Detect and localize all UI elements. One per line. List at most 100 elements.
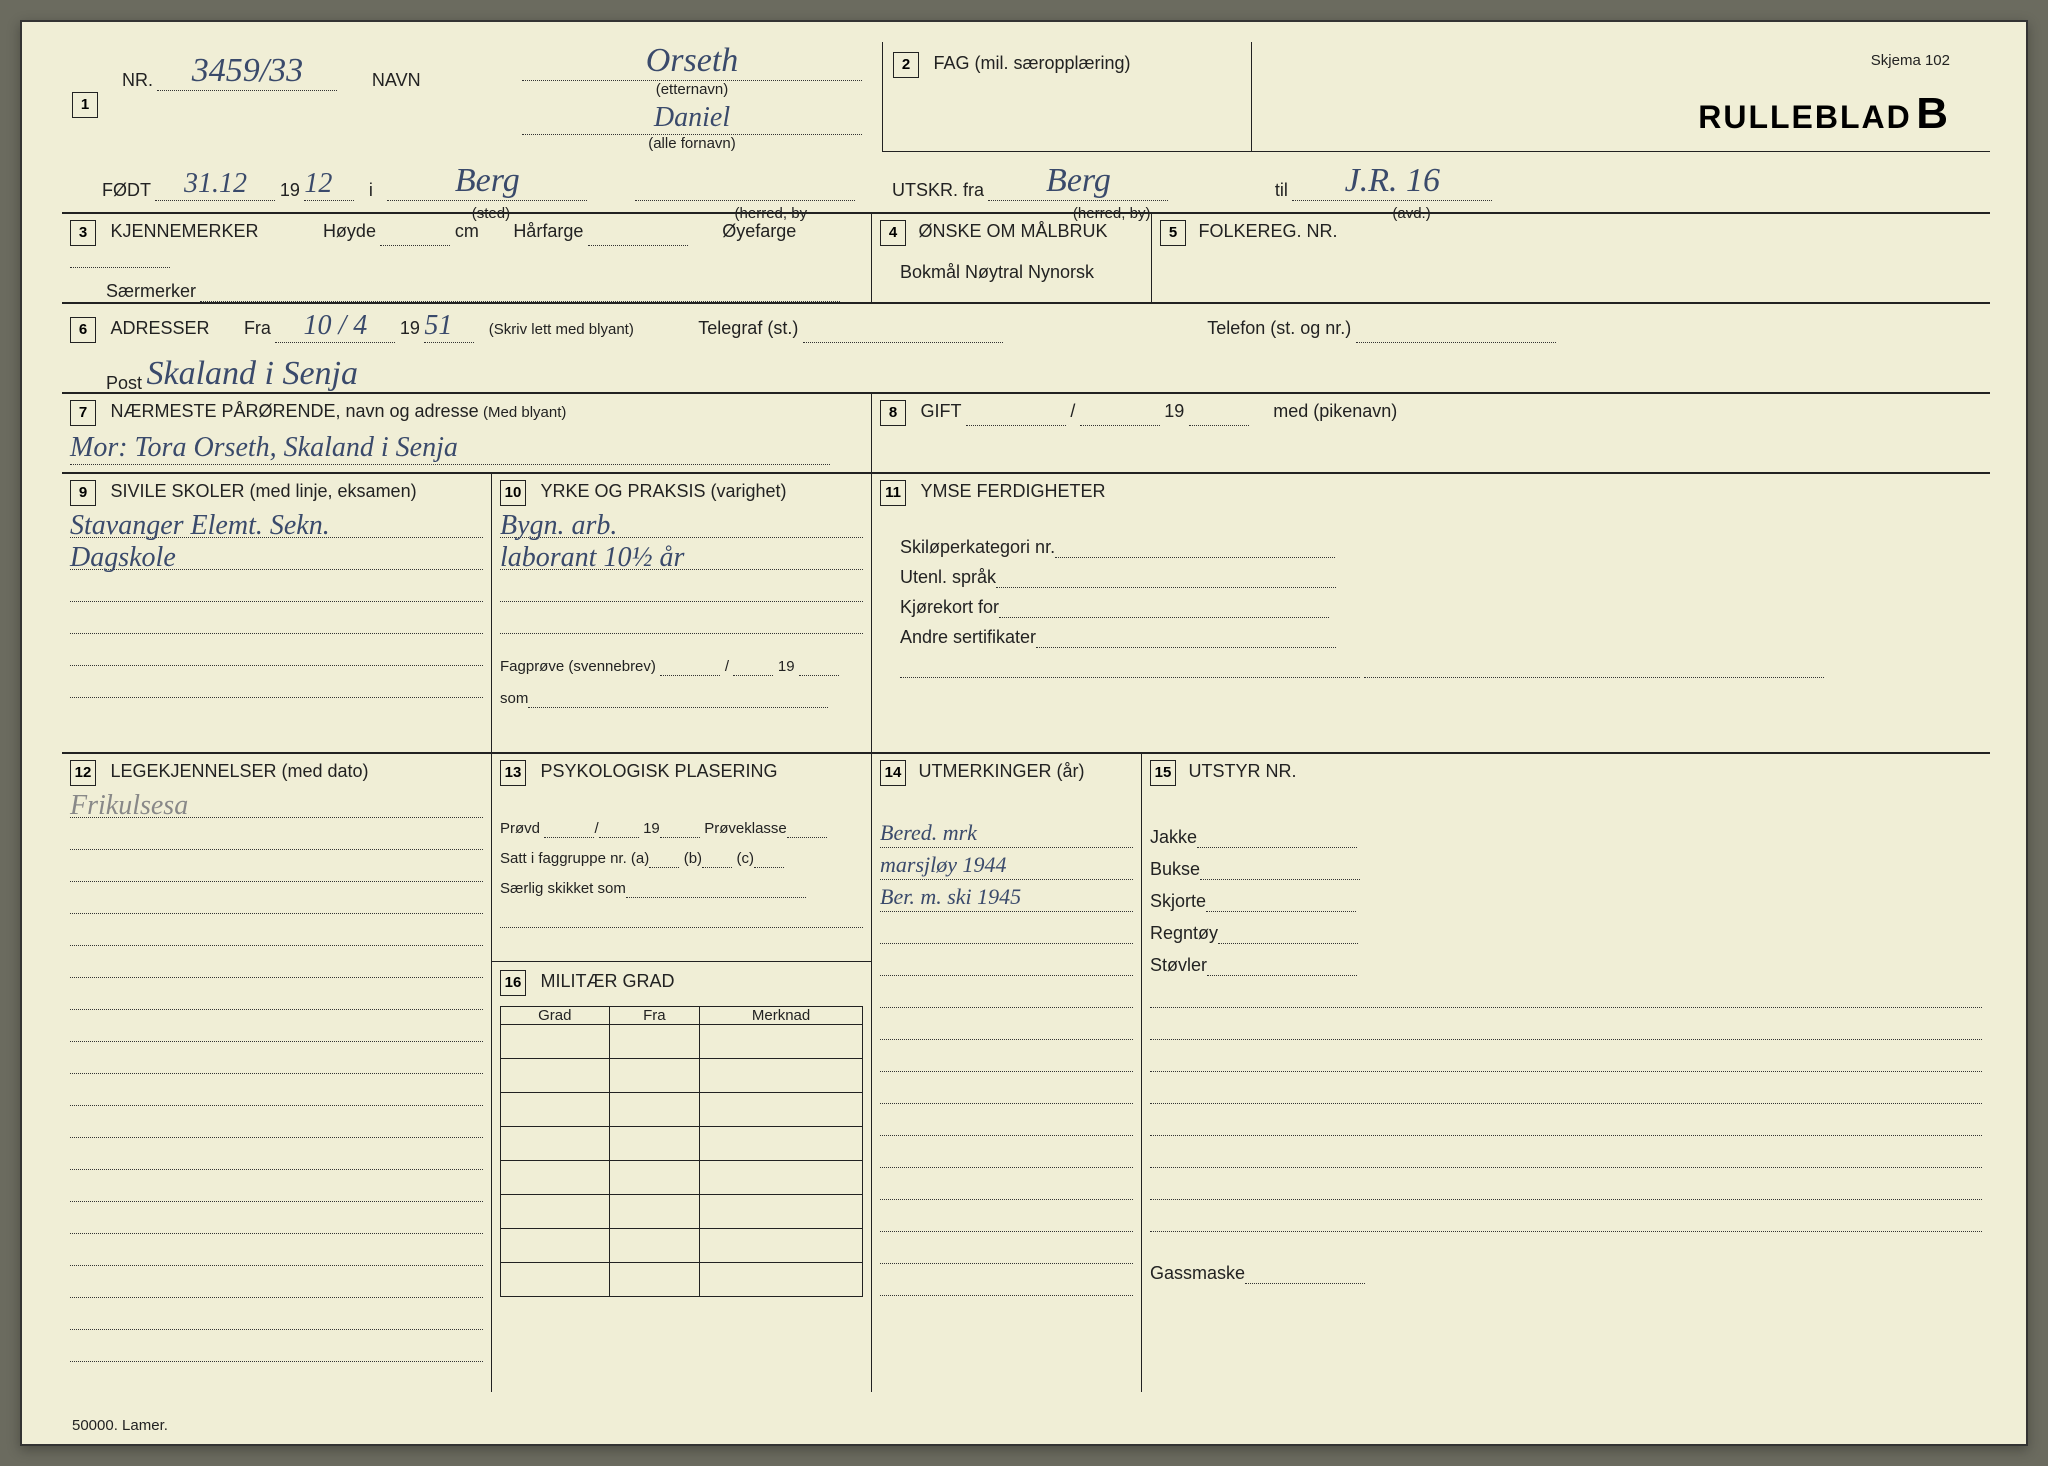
jakke: Jakke: [1150, 827, 1197, 847]
box-1: 1: [72, 92, 98, 118]
telegraf-label: Telegraf (st.): [698, 318, 798, 338]
etternavn-value: Orseth: [522, 42, 862, 81]
ferdigheter-label: YMSE FERDIGHETER: [920, 481, 1105, 501]
box-2: 2: [893, 52, 919, 78]
adresser-note: (Skriv lett med blyant): [489, 321, 634, 338]
fagprove-label: Fagprøve (svennebrev): [500, 658, 656, 675]
fodt-value: 31.12: [155, 168, 275, 201]
box-5: 5: [1160, 220, 1186, 246]
grad-col: Grad: [501, 1007, 610, 1025]
stovler: Støvler: [1150, 955, 1207, 975]
box-6: 6: [70, 317, 96, 343]
post-label: Post: [106, 373, 142, 393]
cm-label: cm: [455, 221, 479, 241]
b-label: (b): [684, 850, 702, 867]
til-label: til: [1275, 180, 1288, 200]
utstyr-label: UTSTYR NR.: [1188, 761, 1296, 781]
fornavn-value: Daniel: [522, 102, 862, 135]
nr-value: 3459/33: [157, 52, 337, 91]
utmerk-v1: Bered. mrk: [880, 820, 1133, 848]
skjema-label: Skjema 102: [1292, 52, 1950, 69]
fra-col: Fra: [609, 1007, 700, 1025]
adresser-label: ADRESSER: [110, 318, 209, 338]
fra-year: 51: [424, 310, 474, 343]
saermerker-label: Særmerker: [106, 281, 196, 301]
kjennemerker-label: KJENNEMERKER: [110, 221, 258, 241]
parorende-value: Mor: Tora Orseth, Skaland i Senja: [70, 432, 830, 465]
utskr-label: UTSKR. fra: [892, 180, 984, 200]
year19-8: 19: [1164, 401, 1184, 421]
proveklasse-label: Prøveklasse: [704, 820, 787, 837]
box-16: 16: [500, 970, 526, 996]
fra-value: 10 / 4: [275, 310, 395, 343]
utenl-label: Utenl. språk: [900, 567, 996, 587]
utmerk-label: UTMERKINGER (år): [918, 761, 1084, 781]
nr-label: NR.: [122, 70, 153, 90]
folkereg-label: FOLKEREG. NR.: [1198, 221, 1337, 241]
fra-label: Fra: [244, 318, 271, 338]
i-label: i: [369, 180, 373, 200]
parorende-label: NÆRMESTE PÅRØRENDE, navn og adresse: [110, 401, 478, 421]
c-label: (c): [737, 850, 755, 867]
utskr-value: Berg: [988, 162, 1168, 201]
som-label: som: [500, 690, 528, 707]
utmerk-v2: marsjløy 1944: [880, 852, 1133, 880]
fodt-label: FØDT: [102, 180, 151, 200]
bukse: Bukse: [1150, 859, 1200, 879]
saerlig-label: Særlig skikket som: [500, 880, 626, 897]
oyefarge-label: Øyefarge: [722, 221, 796, 241]
med-label: med (pikenavn): [1273, 401, 1397, 421]
box-9: 9: [70, 480, 96, 506]
til-value: J.R. 16: [1292, 162, 1492, 201]
merknad-col: Merknad: [700, 1007, 863, 1025]
box-4: 4: [880, 220, 906, 246]
sted-value: Berg: [387, 162, 587, 201]
gassmaske: Gassmaske: [1150, 1263, 1245, 1283]
navn-label: NAVN: [372, 70, 421, 90]
etternavn-label: (etternavn): [522, 81, 862, 98]
skiloper-label: Skiløperkategori nr.: [900, 537, 1055, 557]
satt-label: Satt i faggruppe nr. (a): [500, 850, 649, 867]
footer: 50000. Lamer.: [72, 1417, 168, 1434]
fornavn-label: (alle fornavn): [522, 135, 862, 152]
psyko-label: PSYKOLOGISK PLASERING: [540, 761, 777, 781]
yrke-label: YRKE OG PRAKSIS (varighet): [540, 481, 786, 501]
post-value: Skaland i Senja: [146, 355, 646, 394]
year19-10: 19: [778, 658, 795, 675]
box-12: 12: [70, 760, 96, 786]
legek-value: Frikulsesa: [70, 790, 483, 818]
skoler-value1: Stavanger Elemt. Sekn.: [70, 510, 483, 538]
militar-label: MILITÆR GRAD: [540, 971, 674, 991]
fag-label: FAG (mil. særopplæring): [933, 53, 1130, 73]
box-15: 15: [1150, 760, 1176, 786]
kjorekort-label: Kjørekort for: [900, 597, 999, 617]
title-letter: B: [1916, 89, 1950, 138]
fodt-year: 12: [304, 168, 354, 201]
skoler-label: SIVILE SKOLER (med linje, eksamen): [110, 481, 416, 501]
box-7: 7: [70, 400, 96, 426]
rulleblad-form: NR. 3459/33 NAVN 1 Orseth (etternavn) Da…: [20, 20, 2028, 1446]
year19-6: 19: [400, 318, 420, 338]
regntoy: Regntøy: [1150, 923, 1218, 943]
parorende-note: (Med blyant): [483, 404, 566, 421]
box-14: 14: [880, 760, 906, 786]
gift-label: GIFT: [920, 401, 961, 421]
hoyde-label: Høyde: [323, 221, 376, 241]
telefon-label: Telefon (st. og nr.): [1207, 318, 1351, 338]
year19-13: 19: [643, 820, 660, 837]
box-3: 3: [70, 220, 96, 246]
harfarge-label: Hårfarge: [513, 221, 583, 241]
provd-label: Prøvd: [500, 820, 540, 837]
skoler-value2: Dagskole: [70, 542, 483, 570]
box-10: 10: [500, 480, 526, 506]
year19-1: 19: [280, 180, 300, 200]
malbruk-options: Bokmål Nøytral Nynorsk: [900, 262, 1143, 283]
utmerk-v3: Ber. m. ski 1945: [880, 884, 1133, 912]
andre-label: Andre sertifikater: [900, 627, 1036, 647]
box-13: 13: [500, 760, 526, 786]
title-main: RULLEBLAD: [1698, 99, 1912, 135]
yrke-value1: Bygn. arb.: [500, 510, 863, 538]
yrke-value2: laborant 10½ år: [500, 542, 863, 570]
skjorte: Skjorte: [1150, 891, 1206, 911]
legek-label: LEGEKJENNELSER (med dato): [110, 761, 368, 781]
